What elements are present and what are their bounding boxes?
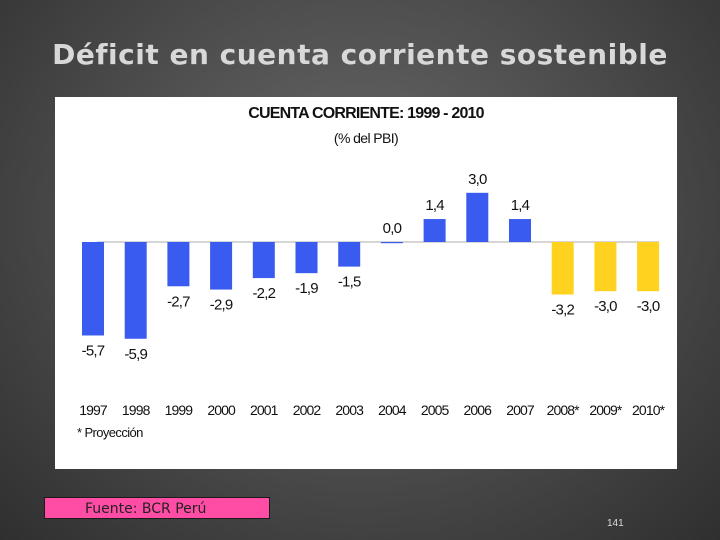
category-label-1999: 1999 bbox=[165, 402, 194, 418]
value-label-2003: -1,5 bbox=[338, 274, 361, 291]
page-number: 141 bbox=[607, 518, 624, 529]
value-label-2004: 0,0 bbox=[383, 220, 402, 237]
projection-footnote: * Proyección bbox=[77, 425, 143, 440]
value-label-2002: -1,9 bbox=[295, 280, 318, 297]
bar-2007 bbox=[509, 219, 531, 242]
category-label-1997: 1997 bbox=[79, 402, 108, 418]
value-label-1997: -5,7 bbox=[82, 342, 105, 359]
category-label-2009*: 2009* bbox=[589, 402, 623, 418]
value-label-2006: 3,0 bbox=[468, 171, 487, 188]
bar-2008* bbox=[551, 242, 574, 295]
value-label-2001: -2,2 bbox=[252, 285, 275, 302]
category-label-2004: 2004 bbox=[378, 402, 407, 418]
bar-2005 bbox=[423, 219, 446, 242]
category-label-1998: 1998 bbox=[122, 402, 151, 418]
bar-1999 bbox=[167, 242, 190, 287]
chart-panel: CUENTA CORRIENTE: 1999 - 2010 (% del PBI… bbox=[55, 97, 677, 469]
bar-2001 bbox=[252, 242, 275, 279]
value-label-2000: -2,9 bbox=[210, 297, 233, 314]
category-label-2001: 2001 bbox=[250, 402, 279, 418]
bar-2009* bbox=[594, 242, 617, 292]
bar-2004 bbox=[380, 242, 403, 244]
bar-2003 bbox=[338, 242, 361, 267]
value-label-1999: -2,7 bbox=[167, 293, 190, 310]
category-label-2006: 2006 bbox=[464, 402, 493, 418]
slide-title: Déficit en cuenta corriente sostenible bbox=[52, 38, 668, 71]
value-label-2005: 1,4 bbox=[425, 197, 444, 214]
value-label-2008*: -3,2 bbox=[551, 301, 574, 318]
category-label-2002: 2002 bbox=[293, 402, 322, 418]
bar-chart: -5,7 1997 -5,9 1998 -2,7 1999 -2,9 2000 -2,2 2001… bbox=[79, 171, 666, 418]
value-label-2010*: -3,0 bbox=[637, 298, 660, 315]
category-label-2010*: 2010* bbox=[632, 402, 666, 418]
bar-1998 bbox=[124, 242, 147, 339]
category-label-2005: 2005 bbox=[421, 402, 450, 418]
source-label: Fuente: BCR Perú bbox=[44, 497, 270, 519]
category-label-2008*: 2008* bbox=[547, 402, 581, 418]
category-label-2000: 2000 bbox=[207, 402, 236, 418]
bar-2002 bbox=[295, 242, 318, 274]
chart-title: CUENTA CORRIENTE: 1999 - 2010 bbox=[248, 105, 484, 122]
bar-2006 bbox=[466, 192, 489, 242]
bar-2000 bbox=[210, 242, 233, 290]
bar-1997 bbox=[82, 242, 104, 336]
category-label-2007: 2007 bbox=[506, 402, 535, 418]
value-label-2007: 1,4 bbox=[511, 197, 530, 214]
value-label-1998: -5,9 bbox=[124, 346, 147, 363]
chart-subtitle: (% del PBI) bbox=[333, 130, 399, 146]
category-label-2003: 2003 bbox=[335, 402, 364, 418]
bar-2010* bbox=[637, 242, 660, 292]
value-label-2009*: -3,0 bbox=[594, 298, 617, 315]
